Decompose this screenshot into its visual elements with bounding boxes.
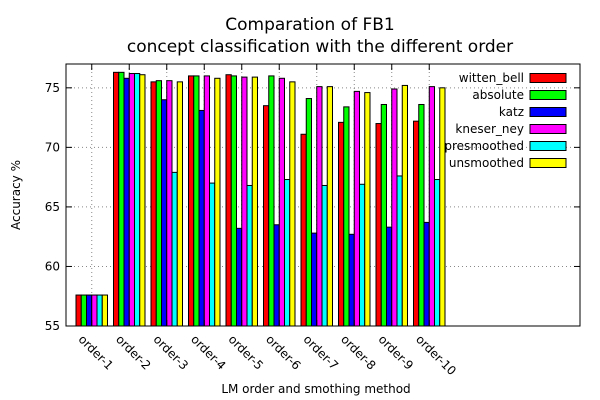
bar-presmoothed-order-3 <box>171 171 178 327</box>
bar-witten_bell-order-4 <box>188 75 195 327</box>
bar-presmoothed-order-8 <box>359 183 366 327</box>
x-tick-label: order-5 <box>226 332 266 372</box>
bar-unsmoothed-order-8 <box>364 92 371 327</box>
legend-label-kneser_ney: kneser_ney <box>455 122 524 136</box>
plot-frame <box>65 63 581 327</box>
bar-witten_bell-order-10 <box>413 120 420 327</box>
bar-witten_bell-order-7 <box>300 133 307 327</box>
bar-katz-order-2 <box>123 77 130 327</box>
bar-absolute-order-9 <box>380 103 387 327</box>
y-axis-ticks: 55 60 65 70 75 <box>45 81 580 333</box>
bar-absolute-order-8 <box>343 106 350 327</box>
legend-swatch-absolute <box>529 90 567 100</box>
bar-kneser_ney-order-6 <box>278 77 285 327</box>
legend-swatch-katz <box>529 107 567 117</box>
x-tick-label: order-6 <box>263 332 303 372</box>
bar-presmoothed-order-9 <box>396 175 403 327</box>
bar-kneser_ney-order-8 <box>353 90 360 327</box>
bar-katz-order-3 <box>161 99 168 327</box>
y-tick-label: 70 <box>45 140 60 154</box>
bar-presmoothed-order-10 <box>434 179 441 327</box>
bar-presmoothed-order-4 <box>209 182 216 327</box>
bar-witten_bell-order-1 <box>75 294 82 327</box>
legend: witten_bell absolute katz kneser_neypresmoo… <box>444 71 567 170</box>
bar-witten_bell-order-9 <box>375 123 382 327</box>
x-tick-label: order-8 <box>338 332 378 372</box>
x-tick-label: order-7 <box>301 332 341 372</box>
bar-witten_bell-order-6 <box>263 105 270 327</box>
y-tick-label: 60 <box>45 259 60 273</box>
bar-katz-order-5 <box>236 227 243 327</box>
bar-kneser_ney-order-9 <box>391 88 398 327</box>
bar-unsmoothed-order-10 <box>439 87 446 327</box>
bar-kneser_ney-order-10 <box>428 86 435 327</box>
legend-swatch-presmoothed <box>529 141 567 151</box>
bar-witten_bell-order-3 <box>150 81 157 327</box>
legend-label-witten_bell: witten_bell <box>459 71 524 85</box>
bar-unsmoothed-order-9 <box>401 84 408 327</box>
bar-kneser_ney-order-5 <box>241 76 248 327</box>
legend-label-presmoothed: presmoothed <box>444 139 524 153</box>
x-tick-label: order-1 <box>76 332 116 372</box>
bar-katz-order-4 <box>198 109 205 327</box>
bar-katz-order-10 <box>423 221 430 327</box>
bar-katz-order-9 <box>386 226 393 327</box>
bar-katz-order-7 <box>311 232 318 327</box>
bar-unsmoothed-order-5 <box>251 76 258 327</box>
bar-presmoothed-order-5 <box>246 184 253 327</box>
bar-witten_bell-order-2 <box>113 71 120 327</box>
x-axis-label: LM order and smothing method <box>221 382 410 396</box>
chart-title-line-1: Comparation of FB1 <box>225 15 394 35</box>
bar-absolute-order-5 <box>230 75 237 327</box>
bar-witten_bell-order-5 <box>225 74 232 327</box>
bar-unsmoothed-order-6 <box>289 81 296 327</box>
legend-swatch-unsmoothed <box>529 158 567 168</box>
bar-absolute-order-10 <box>418 103 425 327</box>
bar-witten_bell-order-8 <box>338 121 345 327</box>
bar-absolute-order-2 <box>118 71 125 327</box>
bar-katz-order-6 <box>273 224 280 327</box>
bar-presmoothed-order-6 <box>284 179 291 327</box>
y-tick-label: 75 <box>45 81 60 95</box>
legend-label-absolute: absolute <box>472 88 524 102</box>
bar-unsmoothed-order-7 <box>326 86 333 327</box>
bar-kneser_ney-order-2 <box>128 73 135 327</box>
bar-kneser_ney-order-4 <box>203 75 210 327</box>
bar-absolute-order-4 <box>193 75 200 327</box>
bar-presmoothed-order-7 <box>321 184 328 327</box>
x-tick-label: order-10 <box>413 332 459 378</box>
bar-presmoothed-order-1 <box>96 294 103 327</box>
legend-label-unsmoothed: unsmoothed <box>449 156 524 170</box>
y-axis-label: Accuracy % <box>9 160 23 230</box>
bar-absolute-order-6 <box>268 75 275 327</box>
bar-unsmoothed-order-4 <box>214 77 221 327</box>
x-tick-label: order-3 <box>151 332 191 372</box>
bar-kneser_ney-order-7 <box>316 86 323 327</box>
bar-kneser_ney-order-3 <box>166 80 173 327</box>
bar-absolute-order-3 <box>155 80 162 327</box>
bars <box>75 71 446 327</box>
bar-absolute-order-7 <box>305 98 312 327</box>
bar-presmoothed-order-2 <box>134 73 141 327</box>
bar-katz-order-8 <box>348 233 355 327</box>
chart-title-line-2: concept classification with the differen… <box>127 37 513 57</box>
bar-unsmoothed-order-1 <box>101 294 108 327</box>
bar-unsmoothed-order-3 <box>176 81 183 327</box>
x-tick-label: order-4 <box>188 332 228 372</box>
bar-unsmoothed-order-2 <box>139 74 146 327</box>
x-tick-label: order-2 <box>113 332 153 372</box>
legend-swatch-kneser_ney <box>529 124 567 134</box>
y-tick-label: 65 <box>45 200 60 214</box>
y-tick-label: 55 <box>45 319 60 333</box>
legend-swatch-witten_bell <box>529 73 567 83</box>
bar-kneser_ney-order-1 <box>91 294 98 327</box>
bar-absolute-order-1 <box>80 294 87 327</box>
bar-katz-order-1 <box>86 294 93 327</box>
legend-label-katz: katz <box>499 105 524 119</box>
x-tick-label: order-9 <box>376 332 416 372</box>
